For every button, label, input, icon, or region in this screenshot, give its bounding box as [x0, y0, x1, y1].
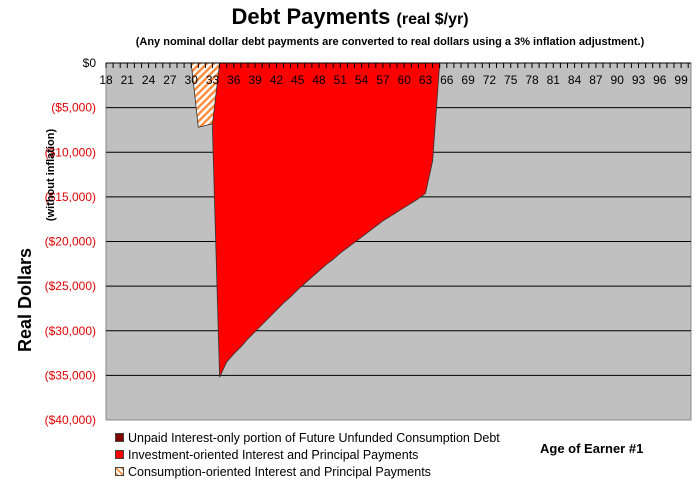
x-tick-label: 33 [206, 73, 220, 87]
x-tick-label: 51 [334, 73, 348, 87]
y-tick-label: ($15,000) [45, 190, 96, 204]
x-tick-label: 60 [398, 73, 412, 87]
x-tick-label: 21 [121, 73, 135, 87]
legend-swatch [115, 467, 124, 476]
y-tick-label: ($25,000) [45, 279, 96, 293]
x-tick-label: 27 [163, 73, 177, 87]
x-tick-label: 72 [483, 73, 497, 87]
investment-area [212, 62, 441, 378]
title-text: Debt Payments [231, 4, 391, 29]
x-tick-label: 69 [461, 73, 475, 87]
legend-label: Investment-oriented Interest and Princip… [128, 447, 419, 462]
x-tick-label: 78 [525, 73, 539, 87]
x-tick-label: 57 [376, 73, 390, 87]
x-tick-label: 54 [355, 73, 369, 87]
x-tick-label: 36 [227, 73, 241, 87]
title-unit: (real $/yr) [396, 11, 469, 28]
legend-label: Unpaid Interest-only portion of Future U… [128, 430, 500, 445]
x-tick-label: 30 [185, 73, 199, 87]
x-tick-label: 90 [611, 73, 625, 87]
x-tick-label: 48 [312, 73, 326, 87]
legend-item: Consumption-oriented Interest and Princi… [115, 463, 500, 480]
y-axis-label: Real Dollars [15, 248, 35, 352]
x-tick-label: 87 [589, 73, 603, 87]
x-tick-label: 24 [142, 73, 156, 87]
y-axis-sublabel: (without inflation) [45, 129, 57, 222]
legend: Unpaid Interest-only portion of Future U… [115, 429, 500, 480]
y-tick-label: ($20,000) [45, 235, 96, 249]
x-tick-label: 45 [291, 73, 305, 87]
legend-swatch [115, 450, 124, 459]
x-tick-label: 96 [653, 73, 667, 87]
x-tick-label: 93 [632, 73, 646, 87]
x-tick-label: 66 [440, 73, 454, 87]
chart-subtitle: (Any nominal dollar debt payments are co… [135, 36, 645, 48]
y-tick-label: ($10,000) [45, 145, 96, 159]
chart-title: Debt Payments (real $/yr) [0, 4, 700, 30]
legend-swatch [115, 433, 124, 442]
x-tick-label: 81 [547, 73, 561, 87]
y-tick-label: ($30,000) [45, 324, 96, 338]
x-tick-label: 99 [674, 73, 688, 87]
legend-item: Investment-oriented Interest and Princip… [115, 446, 500, 463]
y-tick-label: ($35,000) [45, 368, 96, 382]
y-tick-label: ($5,000) [51, 101, 96, 115]
x-tick-label: 42 [270, 73, 284, 87]
x-tick-label: 84 [568, 73, 582, 87]
x-axis-label: Age of Earner #1 [540, 441, 644, 456]
x-tick-label: 63 [419, 73, 433, 87]
x-tick-label: 39 [248, 73, 262, 87]
legend-label: Consumption-oriented Interest and Princi… [128, 464, 431, 479]
x-tick-label: 18 [99, 73, 113, 87]
x-tick-label: 75 [504, 73, 518, 87]
y-tick-label: ($40,000) [45, 413, 96, 427]
legend-item: Unpaid Interest-only portion of Future U… [115, 429, 500, 446]
y-tick-label: $0 [83, 56, 97, 70]
